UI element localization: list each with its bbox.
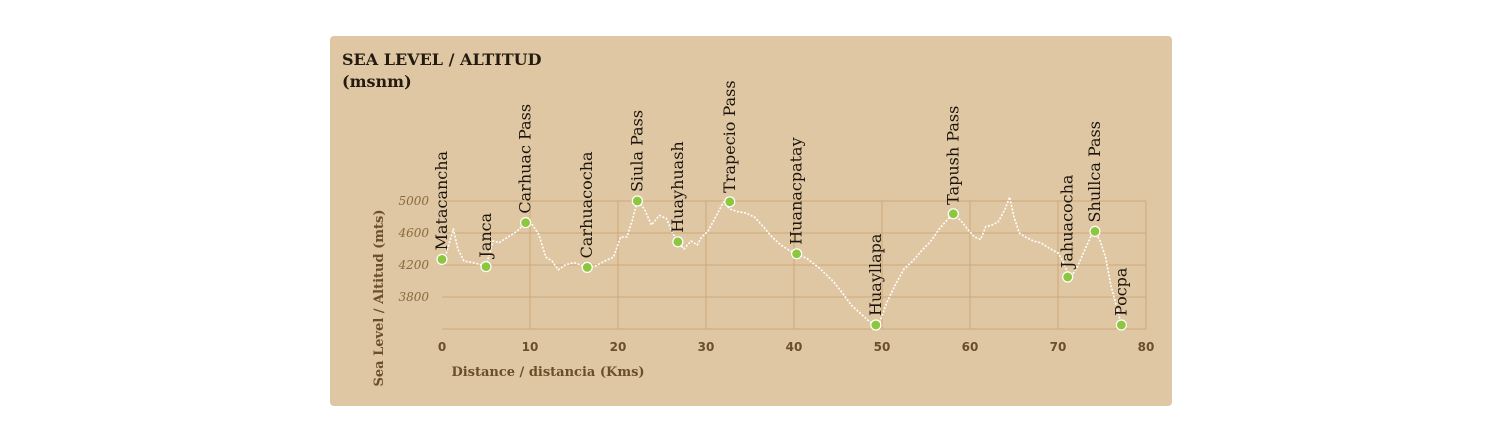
waypoint-label: Jahuacocha xyxy=(1058,174,1077,270)
elevation-profile-line xyxy=(441,196,1123,326)
y-tick-label: 4200 xyxy=(397,258,429,272)
waypoint-marker xyxy=(724,196,736,208)
chart-title: SEA LEVEL / ALTITUD (msnm) xyxy=(342,49,542,93)
waypoint-marker xyxy=(480,261,492,273)
waypoint-marker xyxy=(672,236,684,248)
x-tick-label: 50 xyxy=(874,340,891,354)
waypoint-marker xyxy=(870,319,882,331)
waypoint-markers xyxy=(436,195,1127,331)
y-tick-label: 4600 xyxy=(397,226,429,240)
x-tick-label: 30 xyxy=(698,340,715,354)
y-tick-label: 5000 xyxy=(398,194,429,208)
x-tick-label: 70 xyxy=(1050,340,1067,354)
waypoint-label: Huayllapa xyxy=(866,233,885,316)
grid xyxy=(442,200,1147,330)
waypoint-label: Carhuacocha xyxy=(577,151,596,258)
waypoint-label: Tapush Pass xyxy=(943,106,962,205)
x-tick-label: 0 xyxy=(438,340,446,354)
waypoint-label: Huanacpatay xyxy=(787,137,806,244)
waypoint-marker xyxy=(1089,225,1101,237)
waypoint-marker xyxy=(1115,319,1127,331)
chart-title-line1: SEA LEVEL / ALTITUD xyxy=(342,50,542,69)
waypoint-label: Matacancha xyxy=(432,150,451,250)
x-tick-label: 20 xyxy=(610,340,627,354)
elevation-chart: 3800 4200 4600 5000 0 10 20 30 40 50 60 70 80 Dista… xyxy=(372,80,1155,386)
y-axis-ticks: 3800 4200 4600 5000 xyxy=(397,194,429,304)
x-tick-label: 10 xyxy=(522,340,539,354)
x-axis-ticks: 0 10 20 30 40 50 60 70 80 xyxy=(438,340,1155,354)
waypoint-label: Shullca Pass xyxy=(1085,121,1104,222)
y-tick-label: 3800 xyxy=(398,290,429,304)
waypoint-marker xyxy=(791,248,803,260)
waypoint-marker xyxy=(436,253,448,265)
x-tick-label: 80 xyxy=(1138,340,1155,354)
waypoint-label: Pocpa xyxy=(1111,267,1130,316)
waypoint-label: Carhuac Pass xyxy=(516,104,535,214)
chart-title-line2: (msnm) xyxy=(342,72,412,91)
waypoint-label: Janca xyxy=(476,212,495,259)
waypoint-label: Siula Pass xyxy=(627,110,646,192)
waypoint-marker xyxy=(947,208,959,220)
x-axis-label: Distance / distancia (Kms) xyxy=(451,365,644,380)
waypoint-label: Huayhuash xyxy=(668,141,687,233)
chart-card: SEA LEVEL / ALTITUD (msnm) 3800 4200 4600 5… xyxy=(330,36,1172,406)
waypoint-marker xyxy=(520,217,532,229)
x-tick-label: 60 xyxy=(962,340,979,354)
waypoint-label: Trapecio Pass xyxy=(720,80,739,192)
x-tick-label: 40 xyxy=(786,340,803,354)
waypoint-marker xyxy=(581,261,593,273)
waypoint-marker xyxy=(1062,271,1074,283)
y-axis-label: Sea Level / Altitud (mts) xyxy=(372,209,387,386)
waypoint-labels: Matacancha Janca Carhuac Pass Carhuacocha Si… xyxy=(432,80,1130,316)
waypoint-marker xyxy=(631,195,643,207)
